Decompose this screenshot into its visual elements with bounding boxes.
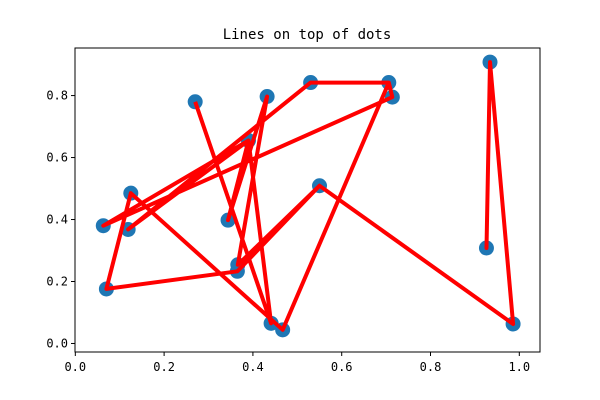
chart-title: Lines on top of dots bbox=[223, 27, 392, 43]
y-tick-label-4: 0.8 bbox=[46, 89, 68, 103]
x-axis-ticks: 0.0 0.2 0.4 0.6 0.8 1.0 bbox=[64, 352, 530, 374]
y-axis-ticks: 0.0 0.2 0.4 0.6 0.8 bbox=[46, 89, 75, 350]
x-tick-label-5: 1.0 bbox=[508, 360, 530, 374]
y-tick-label-2: 0.4 bbox=[46, 213, 68, 227]
y-tick-label-0: 0.0 bbox=[46, 336, 68, 350]
line-series bbox=[101, 60, 516, 332]
plot-frame bbox=[74, 47, 541, 353]
x-tick-label-2: 0.4 bbox=[242, 360, 264, 374]
x-tick-label-0: 0.0 bbox=[64, 360, 86, 374]
y-tick-label-1: 0.2 bbox=[46, 275, 68, 289]
x-tick-label-4: 0.8 bbox=[420, 360, 442, 374]
scatter-point-4 bbox=[187, 94, 203, 110]
x-tick-label-1: 0.2 bbox=[153, 360, 175, 374]
y-tick-label-3: 0.6 bbox=[46, 151, 68, 165]
x-tick-label-3: 0.6 bbox=[331, 360, 353, 374]
line-layer bbox=[101, 60, 516, 332]
